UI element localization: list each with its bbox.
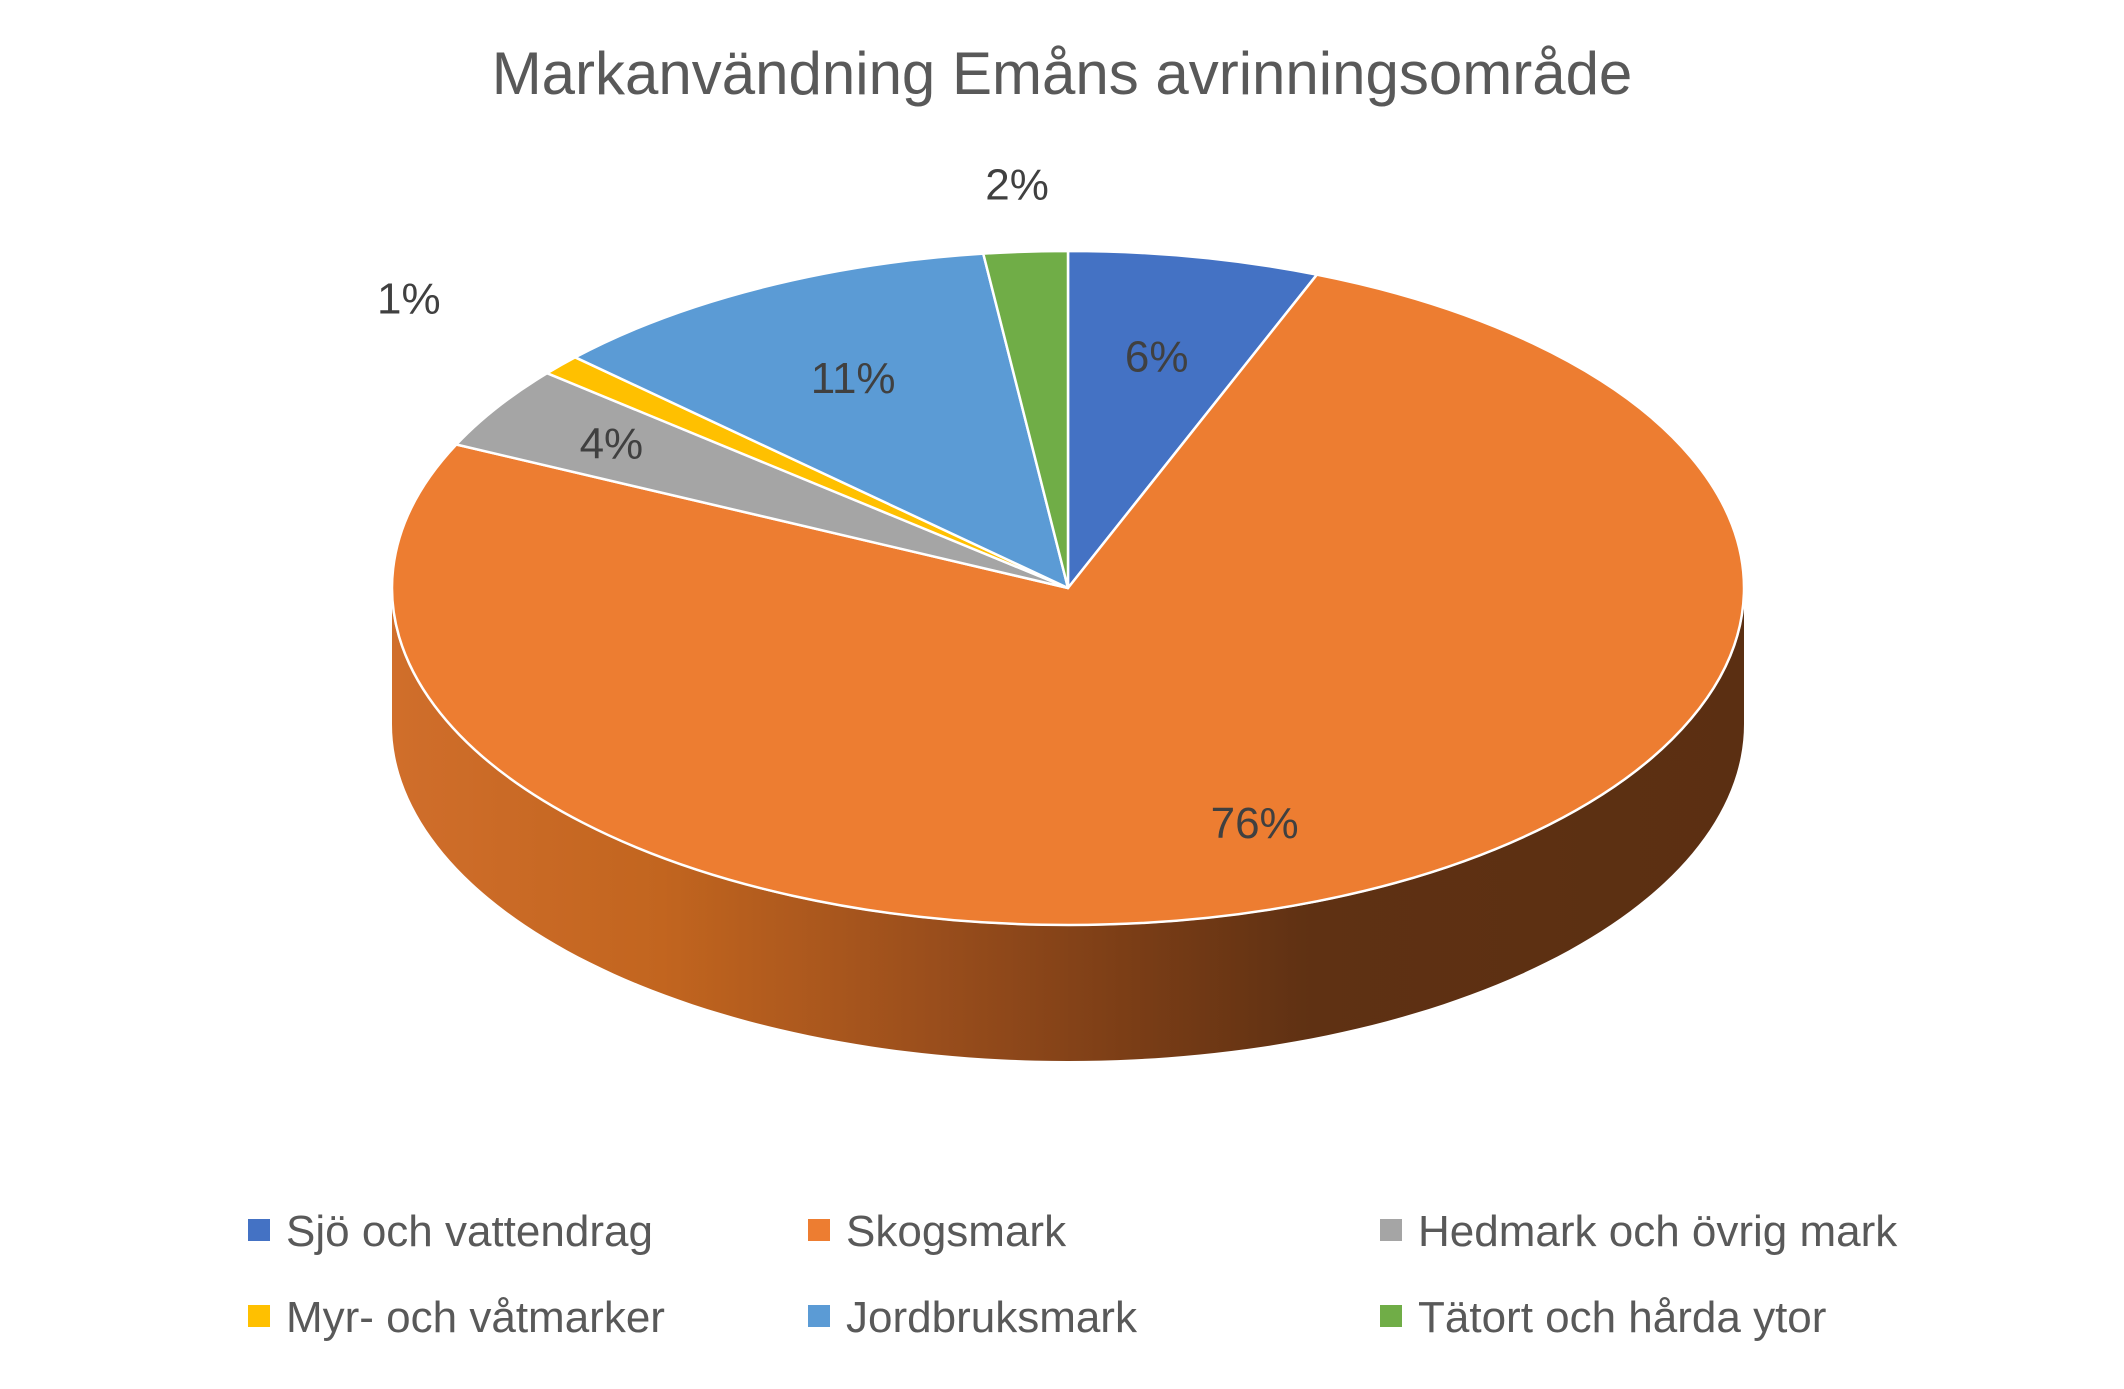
- pie-slices: [390, 249, 1746, 927]
- legend-label-skogsmark: Skogsmark: [846, 1207, 1067, 1256]
- legend-swatch-sjo-och-vattendrag: [248, 1219, 270, 1241]
- pie-slice-jordbruksmark: [573, 252, 1070, 590]
- legend: Sjö och vattendrag Skogsmark Hedmark och ö…: [248, 1207, 1898, 1342]
- legend-swatch-jordbruksmark: [808, 1305, 830, 1327]
- legend-item-skogsmark: Skogsmark: [808, 1207, 1067, 1256]
- data-label-hedmark-och-ovrig-mark: 4%: [580, 420, 644, 469]
- data-labels: 6% 76% 4% 1% 11% 2%: [377, 160, 1299, 848]
- pie-slice-sjo-och-vattendrag: [1066, 249, 1319, 590]
- legend-item-tatort-och-harda-ytor: Tätort och hårda ytor: [1380, 1293, 1826, 1342]
- legend-item-myr-och-vatmarker: Myr- och våtmarker: [248, 1293, 665, 1342]
- legend-swatch-tatort-och-harda-ytor: [1380, 1305, 1402, 1327]
- legend-label-hedmark-och-ovrig-mark: Hedmark och övrig mark: [1418, 1207, 1898, 1256]
- pie-slice-tatort-och-harda-ytor: [982, 249, 1070, 590]
- legend-label-tatort-och-harda-ytor: Tätort och hårda ytor: [1418, 1293, 1826, 1342]
- data-label-jordbruksmark: 11%: [811, 354, 896, 403]
- data-label-skogsmark: 76%: [1211, 799, 1299, 848]
- legend-item-jordbruksmark: Jordbruksmark: [808, 1293, 1138, 1342]
- legend-item-hedmark-och-ovrig-mark: Hedmark och övrig mark: [1380, 1207, 1898, 1256]
- data-label-myr-och-vatmarker: 1%: [377, 274, 441, 323]
- legend-label-myr-och-vatmarker: Myr- och våtmarker: [286, 1293, 665, 1342]
- pie-side-wall: [392, 588, 1744, 1061]
- data-label-tatort-och-harda-ytor: 2%: [985, 160, 1049, 209]
- data-label-sjo-och-vattendrag: 6%: [1125, 332, 1189, 381]
- pie-slice-skogsmark: [390, 273, 1746, 927]
- legend-label-jordbruksmark: Jordbruksmark: [846, 1293, 1138, 1342]
- legend-swatch-myr-och-vatmarker: [248, 1305, 270, 1327]
- legend-item-sjo-och-vattendrag: Sjö och vattendrag: [248, 1207, 653, 1256]
- legend-swatch-hedmark-och-ovrig-mark: [1380, 1219, 1402, 1241]
- chart-title: Markanvändning Emåns avrinningsområde: [492, 40, 1633, 107]
- legend-label-sjo-och-vattendrag: Sjö och vattendrag: [286, 1207, 653, 1256]
- legend-swatch-skogsmark: [808, 1219, 830, 1241]
